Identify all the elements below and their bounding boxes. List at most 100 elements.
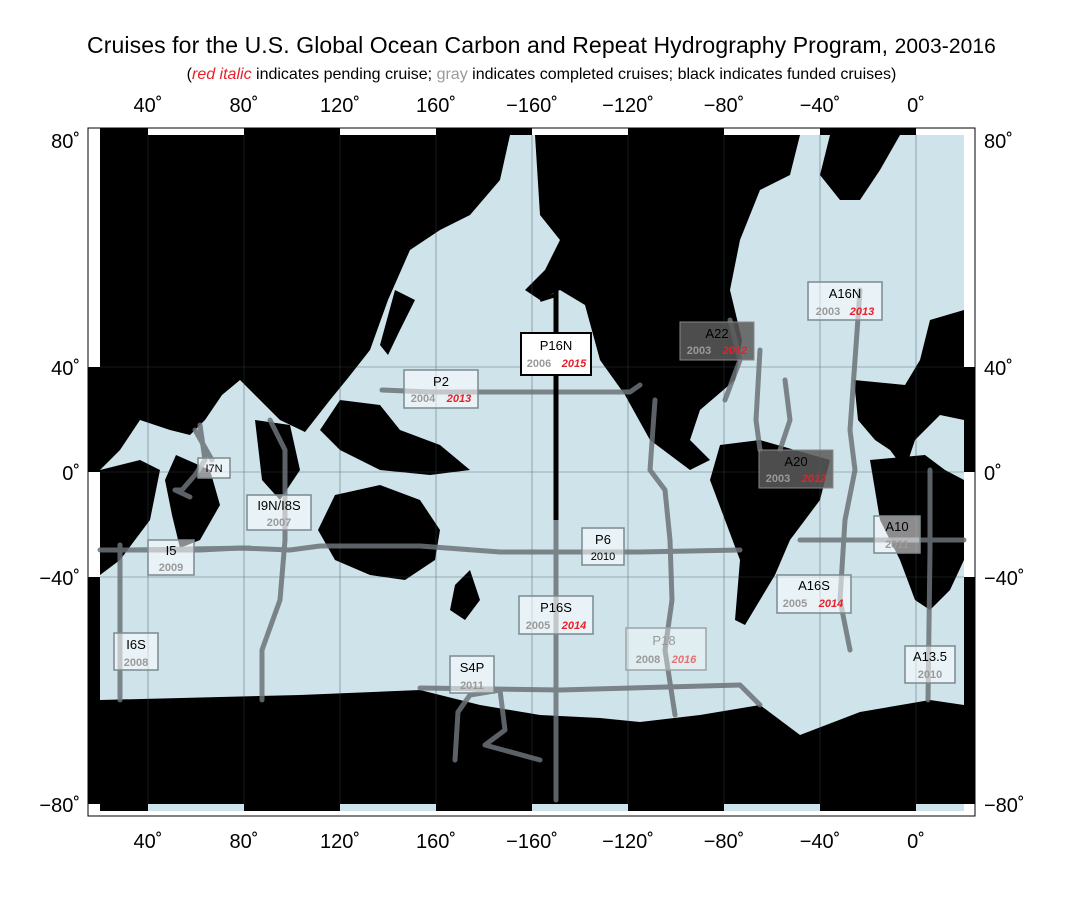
cruise-name: A13.5: [913, 649, 947, 664]
x-bottom-tick: 120˚: [320, 831, 360, 853]
y-left-tick: 80˚: [51, 131, 80, 153]
pending-year: 2013: [849, 306, 874, 318]
track-a20: [753, 347, 763, 453]
axis-left: 80˚ 40˚ 0˚ −40˚ −80˚: [39, 131, 80, 817]
completed-year: 2007: [267, 517, 291, 529]
subtitle-open: (: [186, 66, 192, 83]
x-bottom-tick: −160˚: [506, 831, 558, 853]
pending-year: 2014: [561, 620, 586, 632]
cruise-name: A16S: [798, 578, 830, 593]
cruise-name: A16N: [829, 286, 862, 301]
completed-year: 2008: [636, 654, 660, 666]
track-i9n-i8s: [259, 417, 288, 703]
x-bottom-tick: 160˚: [416, 831, 456, 853]
frame-bars: [88, 128, 975, 811]
cruise-label-i6s[interactable]: I6S 2008: [113, 632, 159, 671]
y-left-tick: −40˚: [39, 568, 80, 590]
x-top-tick: 80˚: [230, 95, 259, 117]
x-top-tick: 40˚: [134, 95, 163, 117]
x-bottom-tick: −120˚: [602, 831, 654, 853]
cruise-label-s4p[interactable]: S4P 2011: [449, 655, 495, 694]
y-right-tick: −40˚: [984, 568, 1025, 590]
axis-bottom: 40˚ 80˚ 120˚ 160˚ −160˚ −120˚ −80˚ −40˚ …: [134, 831, 925, 853]
legend-subtitle: (red italic indicates pending cruise; gr…: [0, 66, 1083, 84]
completed-year: 2003: [766, 473, 790, 485]
x-bottom-tick: −40˚: [800, 831, 841, 853]
completed-year: 2011: [885, 539, 909, 551]
pending-year: 2016: [671, 654, 697, 666]
axis-right: 80˚ 40˚ 0˚ −40˚ −80˚: [984, 131, 1025, 817]
cruise-label-p6[interactable]: P6 2010: [581, 527, 625, 566]
cruise-name: P16N: [540, 338, 573, 353]
cruise-label-a16s[interactable]: A16S 2005 2014: [776, 574, 852, 614]
pending-year: 2012: [722, 345, 747, 357]
title-years: 2003-2016: [894, 35, 996, 58]
y-right-tick: −80˚: [984, 795, 1025, 817]
cruise-name: I7N: [205, 463, 222, 475]
cruise-label-i5[interactable]: I5 2009: [147, 539, 195, 576]
pending-year: 2015: [561, 358, 587, 370]
x-bottom-tick: −80˚: [704, 831, 745, 853]
cruise-name: A10: [885, 519, 908, 534]
track-p16n-north: [539, 293, 557, 302]
x-top-tick: −120˚: [602, 95, 654, 117]
cruise-label-p16n[interactable]: P16N 2006 2015: [520, 332, 592, 376]
completed-year: 2005: [783, 598, 807, 610]
cruise-label-i7n[interactable]: I7N: [197, 457, 231, 479]
cruise-name: A20: [784, 454, 807, 469]
completed-year: 2009: [159, 562, 183, 574]
cruise-label-a20[interactable]: A20 2003 2012: [758, 449, 834, 489]
completed-year: 2003: [687, 345, 711, 357]
y-right-tick: 0˚: [984, 463, 1002, 485]
completed-year: 2006: [527, 358, 551, 370]
cruise-name: A22: [705, 326, 728, 341]
cruise-name: P2: [433, 374, 449, 389]
x-top-tick: 0˚: [907, 95, 925, 117]
title-main: Cruises for the U.S. Global Ocean Carbon…: [87, 32, 889, 58]
completed-year: 2011: [460, 680, 484, 692]
y-right-tick: 80˚: [984, 131, 1013, 153]
cruise-name: I5: [166, 543, 177, 558]
x-top-tick: 120˚: [320, 95, 360, 117]
completed-year: 2008: [124, 657, 148, 669]
chart-title: Cruises for the U.S. Global Ocean Carbon…: [0, 32, 1083, 59]
completed-year: 2003: [816, 306, 840, 318]
cruise-label-p18[interactable]: P18 2008 2016: [625, 627, 707, 671]
track-s4p: [452, 687, 543, 763]
x-bottom-tick: 80˚: [230, 831, 259, 853]
cruise-name: P6: [595, 532, 611, 547]
cruise-name: I9N/I8S: [257, 498, 301, 513]
cruise-label-p16s[interactable]: P16S 2005 2014: [518, 595, 594, 635]
cruise-label-a16n[interactable]: A16N 2003 2013: [807, 281, 883, 321]
subtitle-part2: indicates completed cruises; black indic…: [467, 66, 897, 83]
axis-top: 40˚ 80˚ 120˚ 160˚ −160˚ −120˚ −80˚ −40˚ …: [134, 95, 925, 117]
x-top-tick: −40˚: [800, 95, 841, 117]
x-bottom-tick: 0˚: [907, 831, 925, 853]
cruise-label-a10[interactable]: A10 2011: [873, 515, 921, 554]
cruise-name: I6S: [126, 637, 146, 652]
y-left-tick: −80˚: [39, 795, 80, 817]
x-top-tick: −80˚: [704, 95, 745, 117]
completed-year: 2004: [411, 393, 436, 405]
track-a16-mid: [777, 377, 793, 453]
cruise-name: P18: [652, 633, 675, 648]
subtitle-red-text: red italic: [191, 66, 252, 83]
track-p18: [647, 397, 678, 718]
pending-year: 2014: [818, 598, 843, 610]
funded-year: 2010: [591, 551, 615, 563]
y-left-tick: 40˚: [51, 358, 80, 380]
cruise-labels: P16N 2006 2015 P2 2004 2013 A22 2003 201…: [113, 281, 956, 694]
cruise-name: P16S: [540, 600, 572, 615]
track-west-indian: [192, 427, 215, 463]
cruise-label-a22[interactable]: A22 2003 2012: [679, 321, 755, 361]
y-left-tick: 0˚: [62, 463, 80, 485]
cruise-label-p2[interactable]: P2 2004 2013: [403, 369, 479, 409]
track-i7n: [172, 422, 208, 500]
x-bottom-tick: 40˚: [134, 831, 163, 853]
pending-year: 2013: [446, 393, 471, 405]
pending-year: 2012: [801, 473, 826, 485]
cruise-label-a13-5[interactable]: A13.5 2010: [904, 645, 956, 684]
land: [100, 135, 964, 804]
cruise-label-i9n-i8s[interactable]: I9N/I8S 2007: [246, 494, 312, 531]
